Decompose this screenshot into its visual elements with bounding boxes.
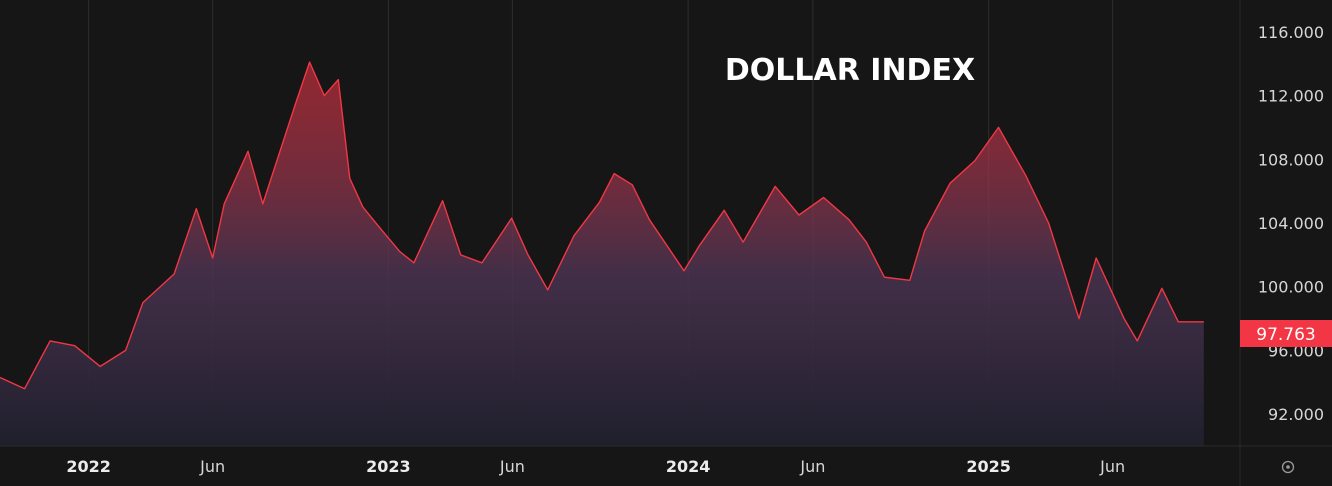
x-tick-label: 2023	[366, 457, 411, 476]
x-tick-label: Jun	[199, 457, 225, 476]
y-tick-label: 116.000	[1258, 23, 1324, 42]
x-axis[interactable]: 2022 Jun 2023 Jun 2024 Jun 2025 Jun	[66, 457, 1125, 476]
y-tick-label: 92.000	[1268, 405, 1324, 424]
chart-title: DOLLAR INDEX	[725, 53, 975, 88]
x-tick-label: 2024	[666, 457, 711, 476]
last-price-badge	[1240, 320, 1332, 347]
settings-icon[interactable]	[1281, 460, 1295, 474]
x-tick-label: Jun	[1099, 457, 1125, 476]
y-tick-label: 100.000	[1258, 278, 1324, 297]
x-tick-label: Jun	[499, 457, 525, 476]
x-tick-label: 2022	[66, 457, 111, 476]
x-tick-label: Jun	[799, 457, 825, 476]
y-axis[interactable]: 92.00096.000100.000104.000108.000112.000…	[1258, 23, 1324, 424]
series-line	[0, 61, 1204, 390]
y-tick-label: 112.000	[1258, 87, 1324, 106]
y-tick-label: 108.000	[1258, 150, 1324, 169]
last-price-value: 97.763	[1256, 325, 1315, 345]
y-tick-label: 104.000	[1258, 214, 1324, 233]
series-area	[0, 62, 1204, 446]
last-price-label: 97.763	[1240, 320, 1332, 347]
x-tick-label: 2025	[966, 457, 1011, 476]
